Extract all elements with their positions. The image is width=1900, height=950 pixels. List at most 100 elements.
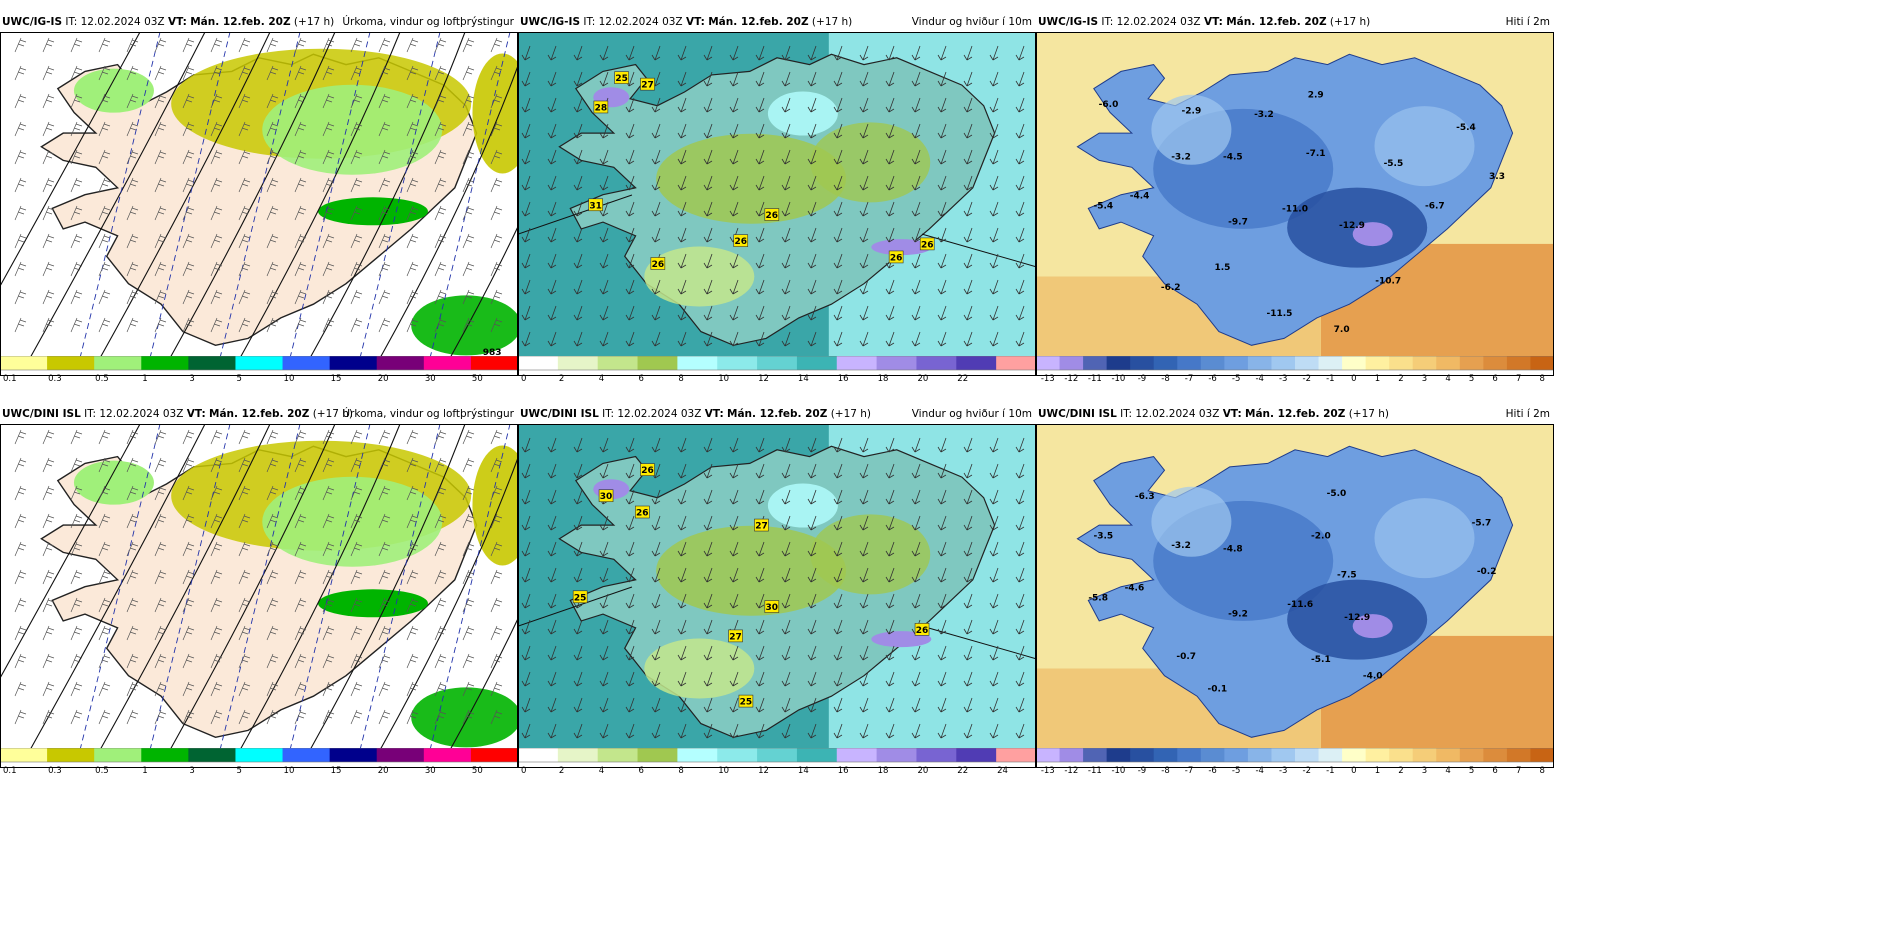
wind-barb [378, 317, 391, 333]
wind-arrow [755, 723, 765, 739]
wind-arrow [937, 515, 947, 531]
wind-arrow [755, 305, 765, 321]
wind-barb [378, 261, 391, 277]
wind-barb [210, 205, 223, 221]
wind-arrow [911, 279, 921, 295]
wind-arrow [729, 175, 739, 191]
colorbar-swatch [141, 748, 189, 762]
wind-arrow [833, 723, 843, 739]
wind-barb [42, 541, 55, 557]
wind-arrow [677, 201, 687, 217]
colorbar-frame [0, 356, 518, 371]
wind-arrow [911, 331, 921, 347]
wind-arrow [573, 279, 583, 295]
wind-arrow [547, 541, 557, 557]
wind-barb [294, 121, 307, 137]
wind-barb [266, 681, 279, 697]
wind-barb [98, 541, 111, 557]
wind-arrow [703, 645, 713, 661]
wind-barb [322, 317, 335, 333]
wind-arrow [859, 97, 869, 113]
map-value-label: -2.0 [1311, 531, 1331, 541]
map-value-label: -4.0 [1363, 672, 1383, 682]
map-value-label: -7.5 [1337, 570, 1357, 580]
wind-arrow [599, 619, 609, 635]
colorbar-swatch [1365, 356, 1390, 370]
wind-arrow [521, 305, 531, 321]
wind-barb [14, 429, 27, 445]
wind-arrow [937, 437, 947, 453]
wind-arrow [781, 619, 791, 635]
colorbar-swatch [916, 748, 957, 762]
colorbar-tick-label: -4 [1255, 766, 1263, 776]
wind-arrow [963, 619, 973, 635]
wind-arrow [729, 723, 739, 739]
wind-barb [182, 289, 195, 305]
wind-barb [182, 681, 195, 697]
wind-arrow [781, 697, 791, 713]
wind-barb [434, 625, 447, 641]
wind-barb [406, 597, 419, 613]
wind-arrow [807, 175, 817, 191]
wind-barb [322, 93, 335, 109]
colorbar-swatch [1530, 748, 1554, 762]
wind-arrow [573, 45, 583, 61]
wind-arrow [885, 541, 895, 557]
wind-barb [42, 37, 55, 53]
wind-barb [462, 485, 475, 501]
wind-barb [14, 205, 27, 221]
wind-arrow [547, 201, 557, 217]
wind-barb [406, 289, 419, 305]
map-value-label: -7.1 [1306, 149, 1326, 159]
map-value-label: -11.5 [1266, 309, 1292, 319]
wind-barb [182, 93, 195, 109]
wind-arrow [885, 279, 895, 295]
wind-barb [350, 597, 363, 613]
panel-title: UWC/IG-IS IT: 12.02.2024 03Z VT: Mán. 12… [1038, 12, 1370, 32]
panel-header: UWC/DINI ISL IT: 12.02.2024 03Z VT: Mán.… [1036, 404, 1554, 424]
wind-arrow [989, 723, 999, 739]
wind-barb [490, 709, 503, 725]
wind-arrow [885, 489, 895, 505]
wind-barb [266, 457, 279, 473]
wind-arrow [989, 227, 999, 243]
wind-arrow [781, 489, 791, 505]
colorbar-swatch [0, 748, 48, 762]
valid-time-label: VT: [685, 16, 705, 28]
lead-time: (+17 h) [1329, 16, 1371, 28]
wind-arrow [755, 541, 765, 557]
wind-barb [406, 513, 419, 529]
wind-barb [350, 457, 363, 473]
wind-barb [406, 625, 419, 641]
colorbar-tick-label: 16 [838, 374, 849, 384]
wind-arrow [755, 645, 765, 661]
wind-arrow [1015, 305, 1025, 321]
colorbar-tick-label: 12 [758, 374, 769, 384]
colorbar-tick-label: 6 [639, 374, 644, 384]
wind-arrow [989, 567, 999, 583]
wind-arrow [937, 541, 947, 557]
wind-arrow [547, 697, 557, 713]
wind-arrow [729, 45, 739, 61]
colorbar-tick-label: 10 [718, 766, 729, 776]
wind-arrow [807, 593, 817, 609]
wind-arrow [729, 97, 739, 113]
wind-barb [70, 93, 83, 109]
wind-arrow [729, 515, 739, 531]
valid-time-label: VT: [1203, 16, 1223, 28]
wind-barb [434, 569, 447, 585]
wind-arrow [963, 593, 973, 609]
wind-barb [378, 177, 391, 193]
map-canvas: 26 30 26 27 25 30 27 26 25 [518, 424, 1036, 750]
wind-arrow [625, 619, 635, 635]
wind-arrow [1015, 227, 1025, 243]
wind-barb [266, 653, 279, 669]
panel-header: UWC/DINI ISL IT: 12.02.2024 03Z VT: Mán.… [518, 404, 1036, 424]
wind-barb [98, 121, 111, 137]
wind-arrow [1015, 593, 1025, 609]
colorbar-tick-label: -5 [1232, 374, 1240, 384]
wind-arrow [937, 697, 947, 713]
wind-barb [462, 653, 475, 669]
wind-barb [154, 457, 167, 473]
wind-barb [462, 261, 475, 277]
